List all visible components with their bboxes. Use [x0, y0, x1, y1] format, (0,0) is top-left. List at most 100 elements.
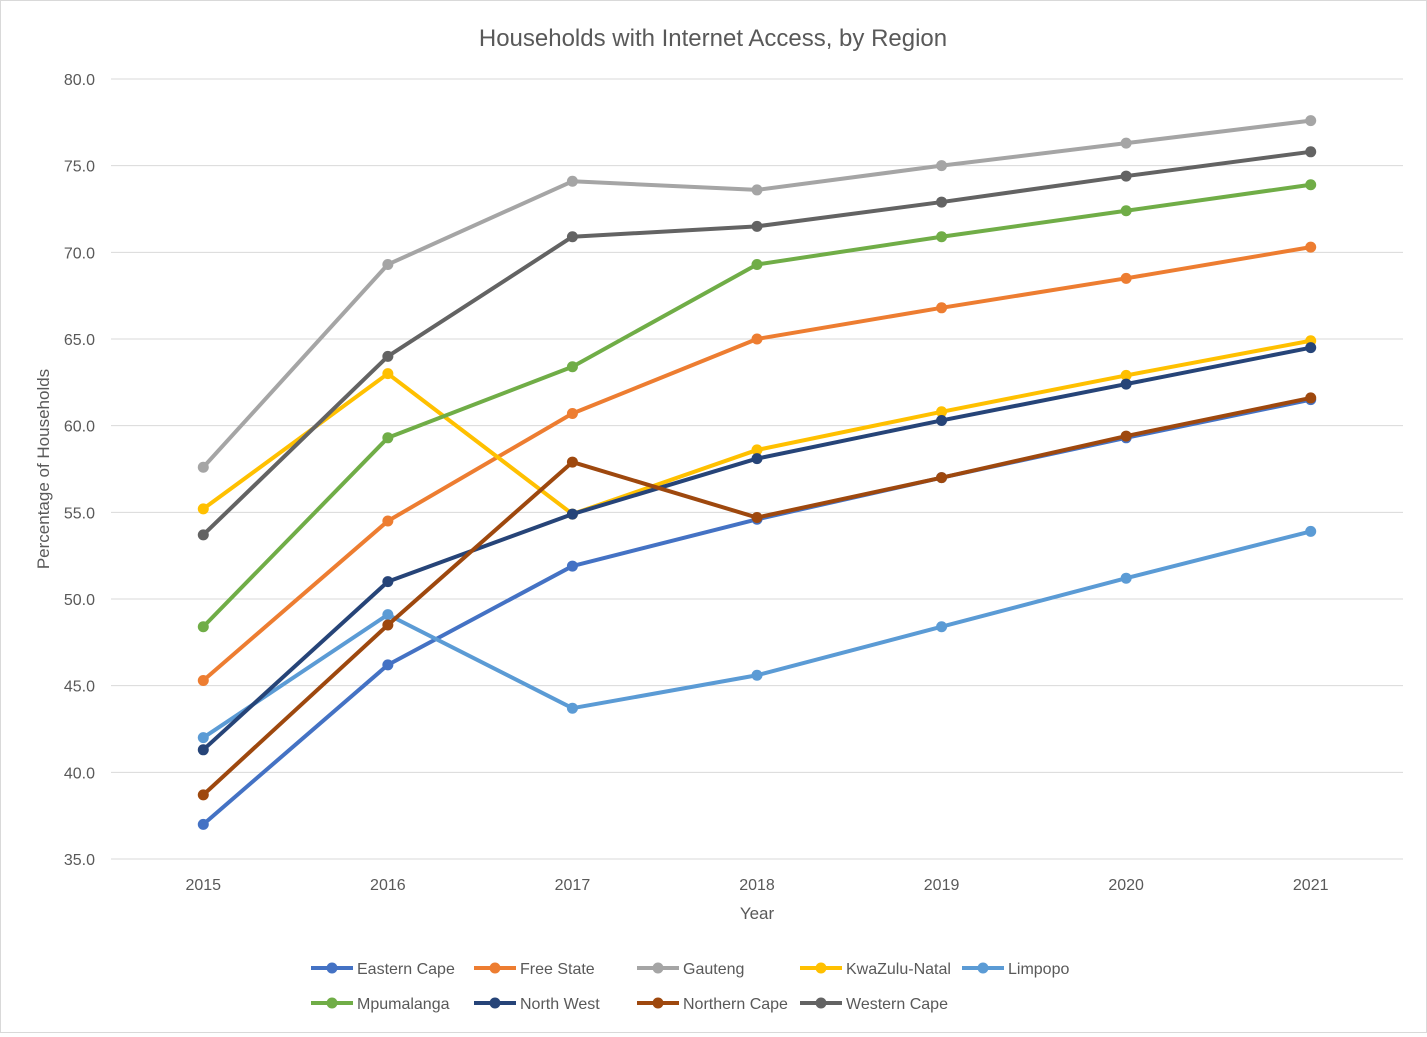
data-point — [197, 621, 209, 633]
data-point — [936, 472, 948, 484]
x-tick-label: 2018 — [739, 877, 775, 894]
y-tick-label: 40.0 — [64, 765, 95, 782]
data-point — [382, 368, 394, 380]
y-tick-label: 55.0 — [64, 505, 95, 522]
y-tick-label: 35.0 — [64, 852, 95, 869]
y-tick-label: 45.0 — [64, 679, 95, 696]
data-point — [751, 453, 763, 465]
data-point — [936, 160, 948, 172]
data-point — [566, 361, 578, 373]
legend-swatch-marker — [977, 962, 989, 974]
series-kwazulu-natal — [197, 335, 1317, 520]
legend-swatch-marker — [489, 997, 501, 1009]
data-point — [936, 621, 948, 633]
data-point — [1120, 137, 1132, 149]
x-axis-label: Year — [740, 904, 775, 923]
data-point — [936, 406, 948, 418]
data-point — [1305, 342, 1317, 354]
data-point — [936, 414, 948, 426]
data-point — [197, 732, 209, 744]
legend-item: Gauteng — [637, 961, 744, 978]
y-tick-label: 65.0 — [64, 332, 95, 349]
series-line — [201, 182, 1313, 629]
data-point — [1120, 272, 1132, 284]
legend-label: Eastern Cape — [357, 961, 455, 978]
series-line — [201, 529, 1313, 740]
data-point — [197, 789, 209, 801]
legend-item: Eastern Cape — [311, 961, 455, 978]
legend-swatch-marker — [815, 962, 827, 974]
legend-swatch-marker — [652, 997, 664, 1009]
data-point — [1305, 392, 1317, 404]
data-point — [1305, 179, 1317, 191]
y-tick-label: 80.0 — [64, 72, 95, 89]
legend-label: KwaZulu-Natal — [846, 961, 951, 978]
y-tick-label: 75.0 — [64, 159, 95, 176]
data-point — [1120, 205, 1132, 217]
data-point — [197, 818, 209, 830]
series-western-cape — [197, 146, 1317, 541]
data-point — [936, 231, 948, 243]
legend-item: Western Cape — [800, 996, 948, 1013]
data-point — [382, 619, 394, 631]
data-point — [382, 350, 394, 362]
legend-item: North West — [474, 996, 600, 1013]
series-northern-cape — [197, 392, 1317, 801]
data-point — [566, 408, 578, 420]
data-point — [197, 503, 209, 515]
gridlines — [111, 78, 1403, 860]
data-point — [751, 258, 763, 270]
series-line — [201, 345, 1313, 752]
data-point — [1305, 241, 1317, 253]
data-point — [566, 560, 578, 572]
y-axis-label: Percentage of Households — [34, 369, 53, 569]
data-point — [382, 258, 394, 270]
x-tick-label: 2016 — [370, 877, 406, 894]
legend-label: North West — [520, 996, 600, 1013]
legend-label: Northern Cape — [683, 996, 788, 1013]
x-tick-label: 2019 — [924, 877, 960, 894]
data-point — [197, 674, 209, 686]
data-point — [1120, 572, 1132, 584]
data-point — [382, 432, 394, 444]
legend-swatch-marker — [326, 962, 338, 974]
legend-swatch-marker — [326, 997, 338, 1009]
x-axis-ticks: 2015 2016 2017 2018 2019 2020 2021 — [185, 877, 1328, 894]
y-tick-label: 50.0 — [64, 592, 95, 609]
legend-item: KwaZulu-Natal — [800, 961, 951, 978]
data-point — [936, 302, 948, 314]
data-point — [1120, 430, 1132, 442]
series-mpumalanga — [197, 179, 1317, 633]
y-tick-label: 70.0 — [64, 245, 95, 262]
data-point — [566, 231, 578, 243]
data-point — [1120, 170, 1132, 182]
legend-item: Free State — [474, 961, 595, 978]
legend-swatch-marker — [652, 962, 664, 974]
data-point — [566, 702, 578, 714]
data-point — [197, 461, 209, 473]
y-tick-label: 60.0 — [64, 419, 95, 436]
data-point — [1120, 378, 1132, 390]
data-point — [382, 659, 394, 671]
data-point — [566, 456, 578, 468]
x-tick-label: 2021 — [1293, 877, 1329, 894]
series-gauteng — [197, 115, 1317, 473]
legend-label: Mpumalanga — [357, 996, 450, 1013]
legend-item: Mpumalanga — [311, 996, 450, 1013]
legend-label: Free State — [520, 961, 595, 978]
x-tick-label: 2017 — [555, 877, 591, 894]
data-point — [751, 333, 763, 345]
data-point — [1120, 369, 1132, 381]
series-line — [201, 338, 1313, 517]
data-point — [751, 220, 763, 232]
legend-item: Northern Cape — [637, 996, 788, 1013]
data-point — [751, 444, 763, 456]
legend: Eastern Cape Free State Gauteng KwaZulu-Nat… — [311, 961, 1069, 1013]
data-point — [936, 196, 948, 208]
data-point — [1305, 525, 1317, 537]
series-north-west — [197, 342, 1317, 756]
legend-label: Gauteng — [683, 961, 744, 978]
chart-title: Households with Internet Access, by Regi… — [479, 25, 947, 52]
